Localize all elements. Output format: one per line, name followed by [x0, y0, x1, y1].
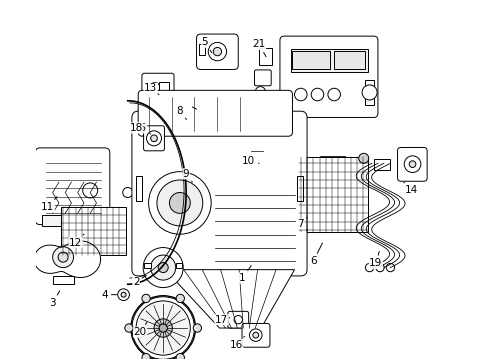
Bar — [296, 176, 302, 201]
Bar — [53, 276, 73, 284]
FancyBboxPatch shape — [319, 157, 346, 189]
Circle shape — [249, 329, 262, 341]
Circle shape — [252, 332, 258, 338]
Text: 9: 9 — [183, 169, 192, 182]
Circle shape — [208, 42, 226, 61]
Circle shape — [358, 153, 368, 163]
Circle shape — [159, 324, 167, 332]
Text: 12: 12 — [69, 234, 84, 248]
Bar — [259, 48, 271, 65]
Circle shape — [143, 248, 183, 288]
Circle shape — [176, 294, 184, 303]
Circle shape — [213, 48, 221, 56]
FancyBboxPatch shape — [242, 323, 269, 347]
Circle shape — [154, 319, 172, 337]
FancyBboxPatch shape — [35, 148, 110, 225]
Circle shape — [157, 180, 203, 226]
Bar — [61, 207, 125, 255]
Text: 11: 11 — [41, 197, 57, 212]
Circle shape — [169, 193, 190, 213]
Circle shape — [150, 135, 157, 141]
Text: 20: 20 — [133, 322, 147, 337]
Text: 13: 13 — [144, 83, 159, 95]
Bar — [136, 176, 142, 201]
FancyBboxPatch shape — [227, 311, 248, 328]
Circle shape — [118, 289, 129, 301]
Circle shape — [182, 188, 190, 197]
Circle shape — [361, 85, 376, 100]
Text: 8: 8 — [176, 106, 186, 120]
Circle shape — [121, 292, 126, 297]
Polygon shape — [165, 270, 294, 328]
Bar — [144, 264, 150, 269]
Circle shape — [158, 262, 168, 273]
Circle shape — [310, 88, 323, 101]
Circle shape — [404, 156, 420, 172]
Text: 19: 19 — [368, 252, 382, 269]
FancyBboxPatch shape — [142, 73, 174, 101]
Bar — [159, 82, 169, 95]
Bar — [42, 215, 102, 226]
FancyBboxPatch shape — [132, 111, 306, 276]
Text: 6: 6 — [309, 243, 322, 266]
Circle shape — [149, 82, 160, 93]
Circle shape — [136, 301, 190, 355]
FancyBboxPatch shape — [397, 148, 426, 181]
FancyBboxPatch shape — [254, 70, 271, 86]
Bar — [298, 157, 367, 232]
Text: 15: 15 — [133, 123, 150, 134]
Bar — [198, 45, 204, 55]
Text: 14: 14 — [403, 182, 417, 195]
Circle shape — [294, 88, 306, 101]
Circle shape — [386, 264, 394, 272]
Polygon shape — [250, 145, 263, 157]
Bar — [333, 51, 365, 69]
Text: 2: 2 — [133, 275, 146, 287]
Bar — [365, 80, 373, 105]
Circle shape — [150, 255, 175, 280]
Bar — [291, 49, 367, 72]
Text: 1: 1 — [239, 266, 251, 283]
Bar — [373, 159, 389, 170]
Circle shape — [148, 172, 211, 234]
Circle shape — [365, 264, 373, 272]
FancyBboxPatch shape — [143, 126, 164, 151]
Text: 17: 17 — [215, 315, 229, 325]
FancyBboxPatch shape — [279, 36, 377, 117]
Text: 10: 10 — [242, 156, 259, 166]
Circle shape — [142, 294, 150, 303]
Bar — [175, 264, 182, 269]
Text: 3: 3 — [49, 291, 60, 308]
Circle shape — [234, 315, 242, 324]
Circle shape — [53, 247, 73, 267]
Circle shape — [408, 161, 415, 167]
Circle shape — [375, 264, 384, 272]
FancyBboxPatch shape — [180, 93, 200, 109]
Circle shape — [146, 131, 161, 146]
Text: 16: 16 — [229, 336, 244, 350]
Circle shape — [327, 88, 340, 101]
Bar — [292, 51, 329, 69]
Circle shape — [296, 225, 306, 235]
Circle shape — [176, 354, 184, 360]
FancyBboxPatch shape — [138, 90, 292, 136]
Text: 21: 21 — [252, 40, 265, 57]
FancyBboxPatch shape — [196, 34, 238, 69]
Circle shape — [132, 297, 194, 359]
Polygon shape — [34, 241, 101, 278]
Text: 7: 7 — [297, 217, 306, 229]
Circle shape — [193, 324, 201, 332]
Text: 5: 5 — [201, 37, 211, 53]
Circle shape — [124, 324, 133, 332]
Text: 4: 4 — [102, 290, 116, 300]
Circle shape — [82, 183, 98, 198]
Circle shape — [58, 252, 68, 262]
Circle shape — [122, 188, 132, 198]
Circle shape — [148, 111, 157, 119]
Text: 18: 18 — [129, 123, 143, 136]
FancyBboxPatch shape — [144, 104, 171, 125]
Circle shape — [325, 164, 341, 181]
Circle shape — [142, 354, 150, 360]
Circle shape — [255, 87, 265, 96]
